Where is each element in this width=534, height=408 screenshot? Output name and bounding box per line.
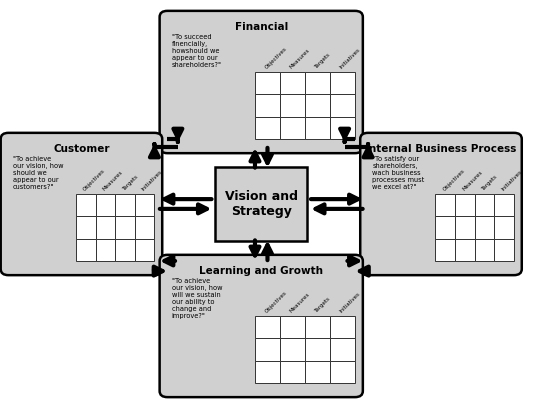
Bar	[305, 315, 330, 338]
Text: Targets: Targets	[314, 296, 332, 314]
Bar	[305, 338, 330, 361]
Bar	[135, 216, 154, 239]
Bar	[255, 361, 280, 383]
Bar	[330, 94, 355, 117]
Bar	[280, 315, 305, 338]
Text: Learning and Growth: Learning and Growth	[199, 266, 323, 276]
Bar	[280, 94, 305, 117]
FancyBboxPatch shape	[215, 167, 307, 241]
Text: Targets: Targets	[481, 174, 499, 192]
Text: Objectives: Objectives	[442, 168, 466, 192]
Text: Financial: Financial	[234, 22, 288, 32]
Bar	[494, 193, 514, 216]
Text: Objectives: Objectives	[264, 46, 288, 70]
Bar	[305, 361, 330, 383]
Bar	[280, 117, 305, 139]
Bar	[330, 315, 355, 338]
Text: Internal Business Process: Internal Business Process	[365, 144, 517, 154]
Text: Measures: Measures	[102, 170, 124, 192]
Bar	[305, 94, 330, 117]
Bar	[494, 239, 514, 261]
Bar	[455, 239, 475, 261]
Text: Initiatives: Initiatives	[141, 169, 163, 192]
Bar	[330, 117, 355, 139]
Bar	[330, 361, 355, 383]
Bar	[280, 338, 305, 361]
Text: "To succeed
finencially,
howshould we
appear to our
shareholders?": "To succeed finencially, howshould we ap…	[171, 34, 222, 68]
Bar	[76, 216, 96, 239]
Text: "To achieve
our vision, how
should we
appear to our
customers?": "To achieve our vision, how should we ap…	[13, 156, 63, 190]
Text: Initiatives: Initiatives	[339, 47, 362, 70]
Text: Measures: Measures	[289, 292, 311, 314]
Text: "To satisfy our
shareholders,
wach business
processes must
we excel at?": "To satisfy our shareholders, wach busin…	[372, 156, 425, 190]
Bar	[255, 117, 280, 139]
Text: Targets: Targets	[314, 52, 332, 70]
Bar	[305, 117, 330, 139]
Bar	[330, 338, 355, 361]
Bar	[96, 239, 115, 261]
Bar	[76, 193, 96, 216]
Bar	[76, 239, 96, 261]
Bar	[135, 239, 154, 261]
FancyBboxPatch shape	[160, 255, 363, 397]
FancyBboxPatch shape	[160, 11, 363, 153]
Text: Customer: Customer	[53, 144, 109, 154]
Bar	[475, 193, 494, 216]
Bar	[455, 193, 475, 216]
Bar	[455, 216, 475, 239]
Text: Measures: Measures	[289, 48, 311, 70]
Bar	[330, 72, 355, 94]
Bar	[255, 315, 280, 338]
Bar	[135, 193, 154, 216]
Text: "To achieve
our vision, how
will we sustain
our ability to
change and
improve?": "To achieve our vision, how will we sust…	[171, 278, 222, 319]
Bar	[255, 72, 280, 94]
Bar	[435, 216, 455, 239]
Bar	[494, 216, 514, 239]
Bar	[115, 193, 135, 216]
Bar	[255, 338, 280, 361]
Bar	[475, 239, 494, 261]
Bar	[305, 72, 330, 94]
Text: Measures: Measures	[461, 170, 483, 192]
Text: Objectives: Objectives	[82, 168, 106, 192]
Text: Objectives: Objectives	[264, 290, 288, 314]
Bar	[475, 216, 494, 239]
FancyBboxPatch shape	[360, 133, 522, 275]
Text: Initiatives: Initiatives	[500, 169, 523, 192]
Bar	[435, 239, 455, 261]
Bar	[435, 193, 455, 216]
Bar	[115, 216, 135, 239]
Bar	[280, 361, 305, 383]
Bar	[280, 72, 305, 94]
Text: Initiatives: Initiatives	[339, 291, 362, 314]
FancyBboxPatch shape	[1, 133, 162, 275]
Text: Targets: Targets	[121, 174, 139, 192]
Bar	[255, 94, 280, 117]
Bar	[96, 216, 115, 239]
Text: Vision and
Strategy: Vision and Strategy	[225, 190, 298, 218]
Bar	[115, 239, 135, 261]
Bar	[96, 193, 115, 216]
